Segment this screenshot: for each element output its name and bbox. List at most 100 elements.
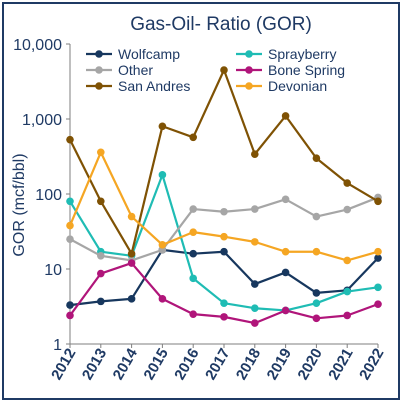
series-other [66,193,382,265]
legend-swatch-marker [245,50,253,58]
data-point-bone-spring [220,313,228,321]
data-point-wolfcamp [97,297,105,306]
data-point-devonian [251,238,259,246]
legend-label: Sprayberry [268,46,336,62]
legend-swatch-marker [245,82,253,90]
series-bone-spring [66,259,382,327]
legend-item-sprayberry: Sprayberry [236,46,336,62]
data-point-wolfcamp [312,289,321,297]
series-line-san-andres [69,68,379,255]
data-point-san-andres [158,122,167,131]
series-devonian [66,148,382,265]
data-point-devonian [158,241,167,249]
data-point-san-andres [343,179,352,187]
data-point-other [281,195,290,204]
data-point-sprayberry [189,274,197,283]
data-point-devonian [343,256,352,265]
x-tick-label: 2013 [79,346,110,383]
legend-label: Wolfcamp [118,46,180,62]
data-point-devonian [374,247,382,256]
legend-label: Bone Spring [268,62,345,78]
y-tick-label: 1 [53,337,62,354]
legend-item-san-andres: San Andres [86,78,190,94]
x-tick-label: 2018 [233,346,264,383]
data-point-other [66,235,74,243]
x-tick-label: 2022 [356,346,387,383]
data-point-san-andres [66,135,74,144]
data-point-sprayberry [343,287,352,296]
legend-swatch-marker [245,66,253,74]
data-point-other [251,205,259,213]
x-tick-label: 2014 [110,345,142,383]
data-point-san-andres [251,150,259,158]
legend-label: San Andres [118,78,190,94]
series-sprayberry [66,171,382,315]
data-point-sprayberry [312,299,321,307]
data-point-san-andres [220,66,228,74]
data-point-devonian [312,247,321,256]
data-point-wolfcamp [189,249,197,258]
data-point-san-andres [97,197,105,206]
data-point-sprayberry [251,304,259,313]
data-point-bone-spring [374,300,382,308]
data-point-devonian [127,212,136,221]
data-point-devonian [66,221,74,230]
series-line-sprayberry [69,173,379,312]
y-axis-label: GOR (mcf/bbl) [11,153,28,256]
x-tick-label: 2020 [294,346,325,383]
data-point-bone-spring [158,295,167,303]
legend-swatch-marker [95,66,103,74]
series-line-devonian [68,151,379,262]
x-tick-label: 2017 [202,346,233,383]
data-point-sprayberry [374,283,382,292]
legend-item-other: Other [86,62,153,78]
data-point-bone-spring [97,269,105,278]
series-san-andres [66,66,382,258]
data-point-bone-spring [251,319,259,327]
data-point-san-andres [312,154,321,163]
data-point-other [312,212,321,221]
data-point-wolfcamp [66,301,74,309]
legend: Wolfcamp Sprayberry Other Bone Spring San An… [86,46,345,94]
legend-label: Other [118,62,153,78]
data-point-san-andres [189,133,197,142]
data-point-san-andres [374,197,382,206]
x-tick-label: 2015 [140,346,171,383]
data-point-devonian [220,232,228,241]
legend-label: Devonian [268,78,327,94]
data-point-bone-spring [66,311,74,320]
y-tick-label: 1,000 [22,112,62,129]
data-point-bone-spring [281,306,290,315]
series-lines [66,66,382,327]
data-point-wolfcamp [127,295,136,303]
data-point-devonian [97,148,105,157]
y-tick-label: 10,000 [13,37,62,54]
data-point-other [220,207,228,216]
x-tick-label: 2019 [264,346,295,383]
chart-title: Gas-Oil- Ratio (GOR) [130,14,312,35]
data-point-other [343,205,352,214]
data-point-other [97,251,105,260]
data-point-wolfcamp [281,268,290,277]
legend-item-wolfcamp: Wolfcamp [86,46,180,62]
data-point-wolfcamp [251,280,259,288]
legend-swatch-marker [95,82,103,90]
legend-item-bone-spring: Bone Spring [236,62,345,78]
data-point-san-andres [281,112,290,120]
data-point-bone-spring [312,314,321,323]
y-tick-label: 100 [35,187,62,204]
x-tick-label: 2021 [325,346,356,383]
data-point-wolfcamp [220,247,228,256]
data-point-devonian [189,228,197,236]
x-tick-label: 2016 [171,346,202,383]
data-point-sprayberry [66,197,74,206]
data-point-other [189,205,197,213]
legend-item-devonian: Devonian [236,78,327,94]
data-point-sprayberry [220,299,228,307]
data-point-bone-spring [189,310,197,318]
data-point-bone-spring [127,259,136,267]
data-point-wolfcamp [374,254,382,262]
data-point-devonian [281,247,290,256]
data-point-san-andres [127,249,136,258]
